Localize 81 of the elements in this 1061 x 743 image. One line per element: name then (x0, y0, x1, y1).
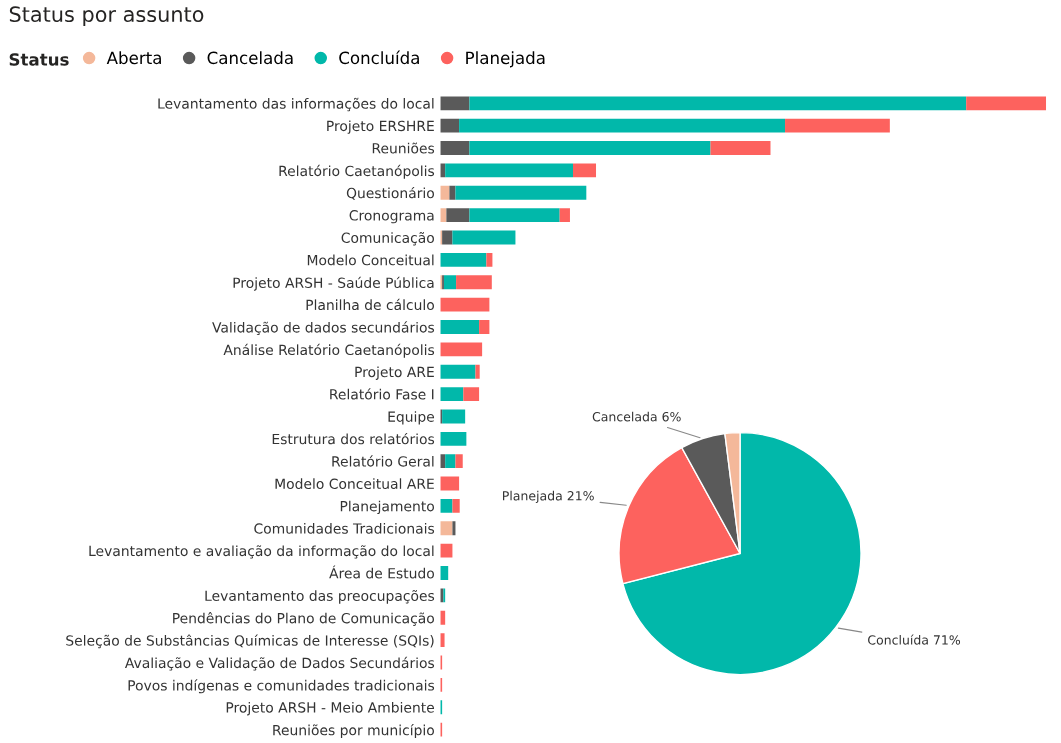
bar (452, 521, 456, 536)
y-tick-label: Reuniões por município (273, 724, 434, 739)
y-tick-label: Levantamento e avaliação da informação do local (89, 545, 434, 559)
y-tick-label: Pendências do Plano de Comunicação (173, 612, 434, 626)
bar (440, 342, 483, 357)
bar (710, 141, 771, 155)
y-tick-label: Cronograma (349, 210, 434, 224)
slice-label: Concluída 71% (868, 634, 961, 645)
bar (440, 521, 453, 536)
bar (440, 633, 445, 648)
legend-label: Planejada (466, 51, 545, 68)
bar (443, 275, 457, 290)
bar (440, 498, 453, 513)
y-tick-label: Modelo Conceitual ARE (275, 478, 434, 490)
text: Status por assunto (9, 6, 204, 27)
y-tick-label: Seleção de Substâncias Químicas de Interesse (SQIs) (66, 634, 434, 649)
y-tick-label: Projeto ARSH - Meio Ambiente (226, 701, 435, 716)
y-tick-label: Avaliação e Validação de Dados Secundários (124, 656, 435, 671)
y-tick-label: Modelo Conceitual (307, 254, 434, 266)
bar (440, 543, 453, 558)
y-tick-label: Estrutura dos relatórios (272, 432, 435, 445)
bar (449, 185, 456, 200)
legend-title: Status (9, 53, 69, 66)
y-tick-label: Comunicação (341, 232, 434, 246)
legend-label: Cancelada (207, 51, 293, 65)
bar (452, 498, 460, 513)
bar (440, 566, 449, 580)
bar (452, 230, 516, 245)
bar (445, 454, 456, 469)
slice-label: Cancelada 6% (592, 411, 681, 422)
bar (469, 96, 967, 111)
bar (445, 163, 573, 178)
y-tick-label: Relatório Caetanópolis (279, 164, 435, 179)
bar (440, 364, 476, 379)
y-tick-label: Relatório Geral (332, 455, 434, 467)
y-tick-label: Equipe (388, 411, 435, 425)
y-tick-label: Área de Estudo (329, 565, 434, 579)
bar (459, 118, 786, 133)
y-tick-label: Levantamento das informações do local (158, 97, 434, 112)
bar (440, 297, 490, 312)
y-tick-label: Análise Relatório Caetanópolis (223, 343, 435, 358)
y-tick-label: Reuniões (372, 142, 435, 154)
bar (455, 185, 587, 200)
bar (785, 118, 890, 133)
bar (440, 320, 480, 334)
bar (440, 141, 470, 155)
bar (442, 409, 466, 424)
y-tick-label: Comunidades Tradicionais (254, 523, 435, 534)
bar (469, 141, 711, 155)
y-tick-label: Relatório Fase I (330, 388, 434, 400)
legend-label: Concluída (339, 50, 419, 65)
bar (559, 208, 570, 223)
y-tick-label: Planilha de cálculo (306, 298, 434, 311)
slice-label: Planejada 21% (503, 490, 594, 503)
bar (442, 230, 453, 245)
bar (440, 387, 464, 402)
y-tick-label: Planejamento (340, 500, 434, 515)
bar (440, 431, 467, 446)
bar (446, 208, 470, 223)
y-tick-label: Projeto ERSHRE (327, 120, 434, 134)
bar (440, 252, 487, 267)
y-tick-label: Projeto ARSH - Saúde Pública (233, 276, 434, 291)
bar (440, 118, 460, 133)
y-tick-label: Levantamento das preocupações (205, 589, 435, 604)
bar (456, 275, 492, 290)
y-tick-label: Validação de dados secundários (212, 321, 435, 336)
bar (475, 364, 480, 379)
bar (572, 163, 597, 178)
bar (440, 476, 460, 491)
y-tick-label: Povos indígenas e comunidades tradicionais (128, 679, 435, 694)
y-tick-label: Questionário (346, 186, 434, 200)
pie-slice (622, 431, 862, 676)
bar (440, 96, 470, 111)
y-tick-label: Projeto ARE (355, 366, 434, 380)
bar (479, 320, 490, 334)
bar (455, 454, 463, 469)
bar (486, 252, 493, 267)
bar (463, 387, 480, 402)
legend-label: Aberta (106, 51, 161, 65)
bar (966, 96, 1047, 111)
bar (469, 208, 560, 223)
